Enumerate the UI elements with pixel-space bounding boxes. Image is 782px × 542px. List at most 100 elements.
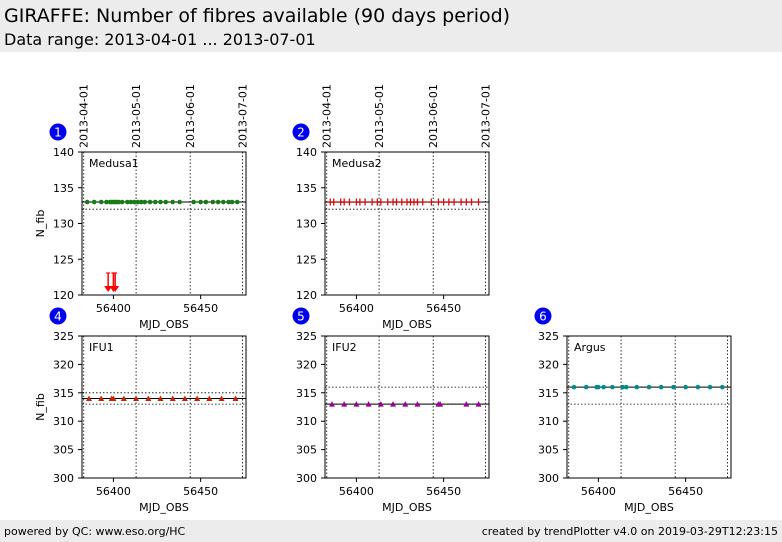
data-point [402,401,409,407]
data-point [583,384,589,390]
date-tick-label: 2013-06-01 [427,84,440,148]
panel-number-badge [49,123,67,141]
x-axis-label: MJD_OBS [624,501,674,514]
plot-frame [81,335,247,479]
panel-5: 300 305 310 315 320 325 56400 56450 MJD_OBS 5 IFU2 [292,307,490,514]
panel-number-badge [292,123,310,141]
data-point [393,198,400,206]
panel-label: Medusa1 [89,157,139,170]
data-point [158,199,163,205]
data-point [120,395,127,401]
date-tick-label: 2013-05-01 [130,84,143,148]
data-point [221,199,226,205]
data-point [194,395,201,401]
data-point [435,198,442,206]
y-tick-label: 130 [296,218,317,231]
data-point [463,198,470,206]
data-point [362,198,369,206]
y-tick-label: 120 [53,289,74,302]
data-point [658,384,664,390]
x-axis-label: MJD_OBS [382,318,432,331]
data-point [353,401,360,407]
y-tick-label: 125 [296,253,317,266]
data-point [218,395,225,401]
header-bar: GIRAFFE: Number of fibres available (90 … [0,0,782,52]
y-axis-label: N_fib [34,393,47,421]
panel-1: 120 125 130 135 140 56400 56450 MJD_OBS N_fib 201… [34,84,250,331]
y-tick-label: 325 [296,330,317,343]
data-point [133,395,140,401]
data-point [91,199,97,205]
data-point [215,199,221,205]
data-point [139,199,144,205]
date-tick-label: 2013-04-01 [78,84,91,148]
x-axis-label: MJD_OBS [382,501,432,514]
data-point [671,384,676,390]
y-tick-label: 320 [53,358,74,371]
data-point [356,198,363,206]
data-point [234,199,240,205]
page-title: GIRAFFE: Number of fibres available (90 … [4,5,511,27]
panel-number: 1 [54,126,62,140]
footer-credit: powered by QC: www.eso.org/HC [4,525,186,538]
panel-number-badge [49,307,67,325]
data-point [142,199,148,205]
y-tick-label: 130 [53,218,74,231]
data-point [152,199,158,205]
y-tick-label: 315 [296,387,317,400]
y-tick-label: 305 [53,444,74,457]
y-tick-label: 315 [53,387,74,400]
y-tick-label: 310 [53,415,74,428]
panel-number: 6 [539,310,547,324]
data-point [390,401,397,407]
panel-label: Medusa2 [332,157,382,170]
data-point [468,198,475,206]
y-tick-label: 315 [538,387,559,400]
plot-frame [324,151,490,296]
data-point [85,395,92,401]
data-point [695,384,701,390]
data-point [119,199,125,205]
data-point [377,401,384,407]
data-point [328,401,335,407]
y-tick-label: 325 [538,330,559,343]
data-point [596,384,601,390]
data-point [624,384,629,390]
panel-label: IFU2 [332,341,357,354]
data-point [203,199,209,205]
data-point [634,384,640,390]
data-point [683,384,688,390]
data-point [170,199,176,205]
x-tick-label: 56400 [339,302,374,315]
data-point [98,199,104,205]
data-point [384,198,391,206]
panel-number-badge [534,307,552,325]
data-point [177,199,183,205]
data-point [440,198,447,206]
y-tick-label: 135 [53,182,74,195]
panel-6: 300 305 310 315 320 325 56400 56450 MJD_OBS 6 Argu… [534,307,732,514]
date-tick-label: 2013-05-01 [373,84,386,148]
data-point [451,198,458,206]
data-point [610,384,615,390]
data-point [437,401,444,407]
data-point [346,198,353,206]
y-tick-label: 300 [538,472,559,485]
data-point [198,199,203,205]
y-axis-label: N_fib [34,210,47,238]
page-subtitle: Data range: 2013-04-01 ... 2013-07-01 [4,30,316,49]
data-point [181,395,188,401]
y-tick-label: 135 [296,182,317,195]
x-tick-label: 56450 [183,302,218,315]
panel-4: 300 305 310 315 320 325 56400 56450 MJD_OBS N_fib… [34,307,247,514]
x-axis-label: MJD_OBS [139,501,189,514]
plots-canvas: 120 125 130 135 140 56400 56450 MJD_OBS N_fib 201… [34,84,732,514]
data-point [377,198,384,206]
data-point [475,198,482,206]
panel-label: IFU1 [89,341,114,354]
data-point [571,384,577,390]
y-tick-label: 300 [53,472,74,485]
y-tick-label: 140 [296,146,317,159]
data-point [419,198,426,206]
date-tick-label: 2013-06-01 [184,84,197,148]
